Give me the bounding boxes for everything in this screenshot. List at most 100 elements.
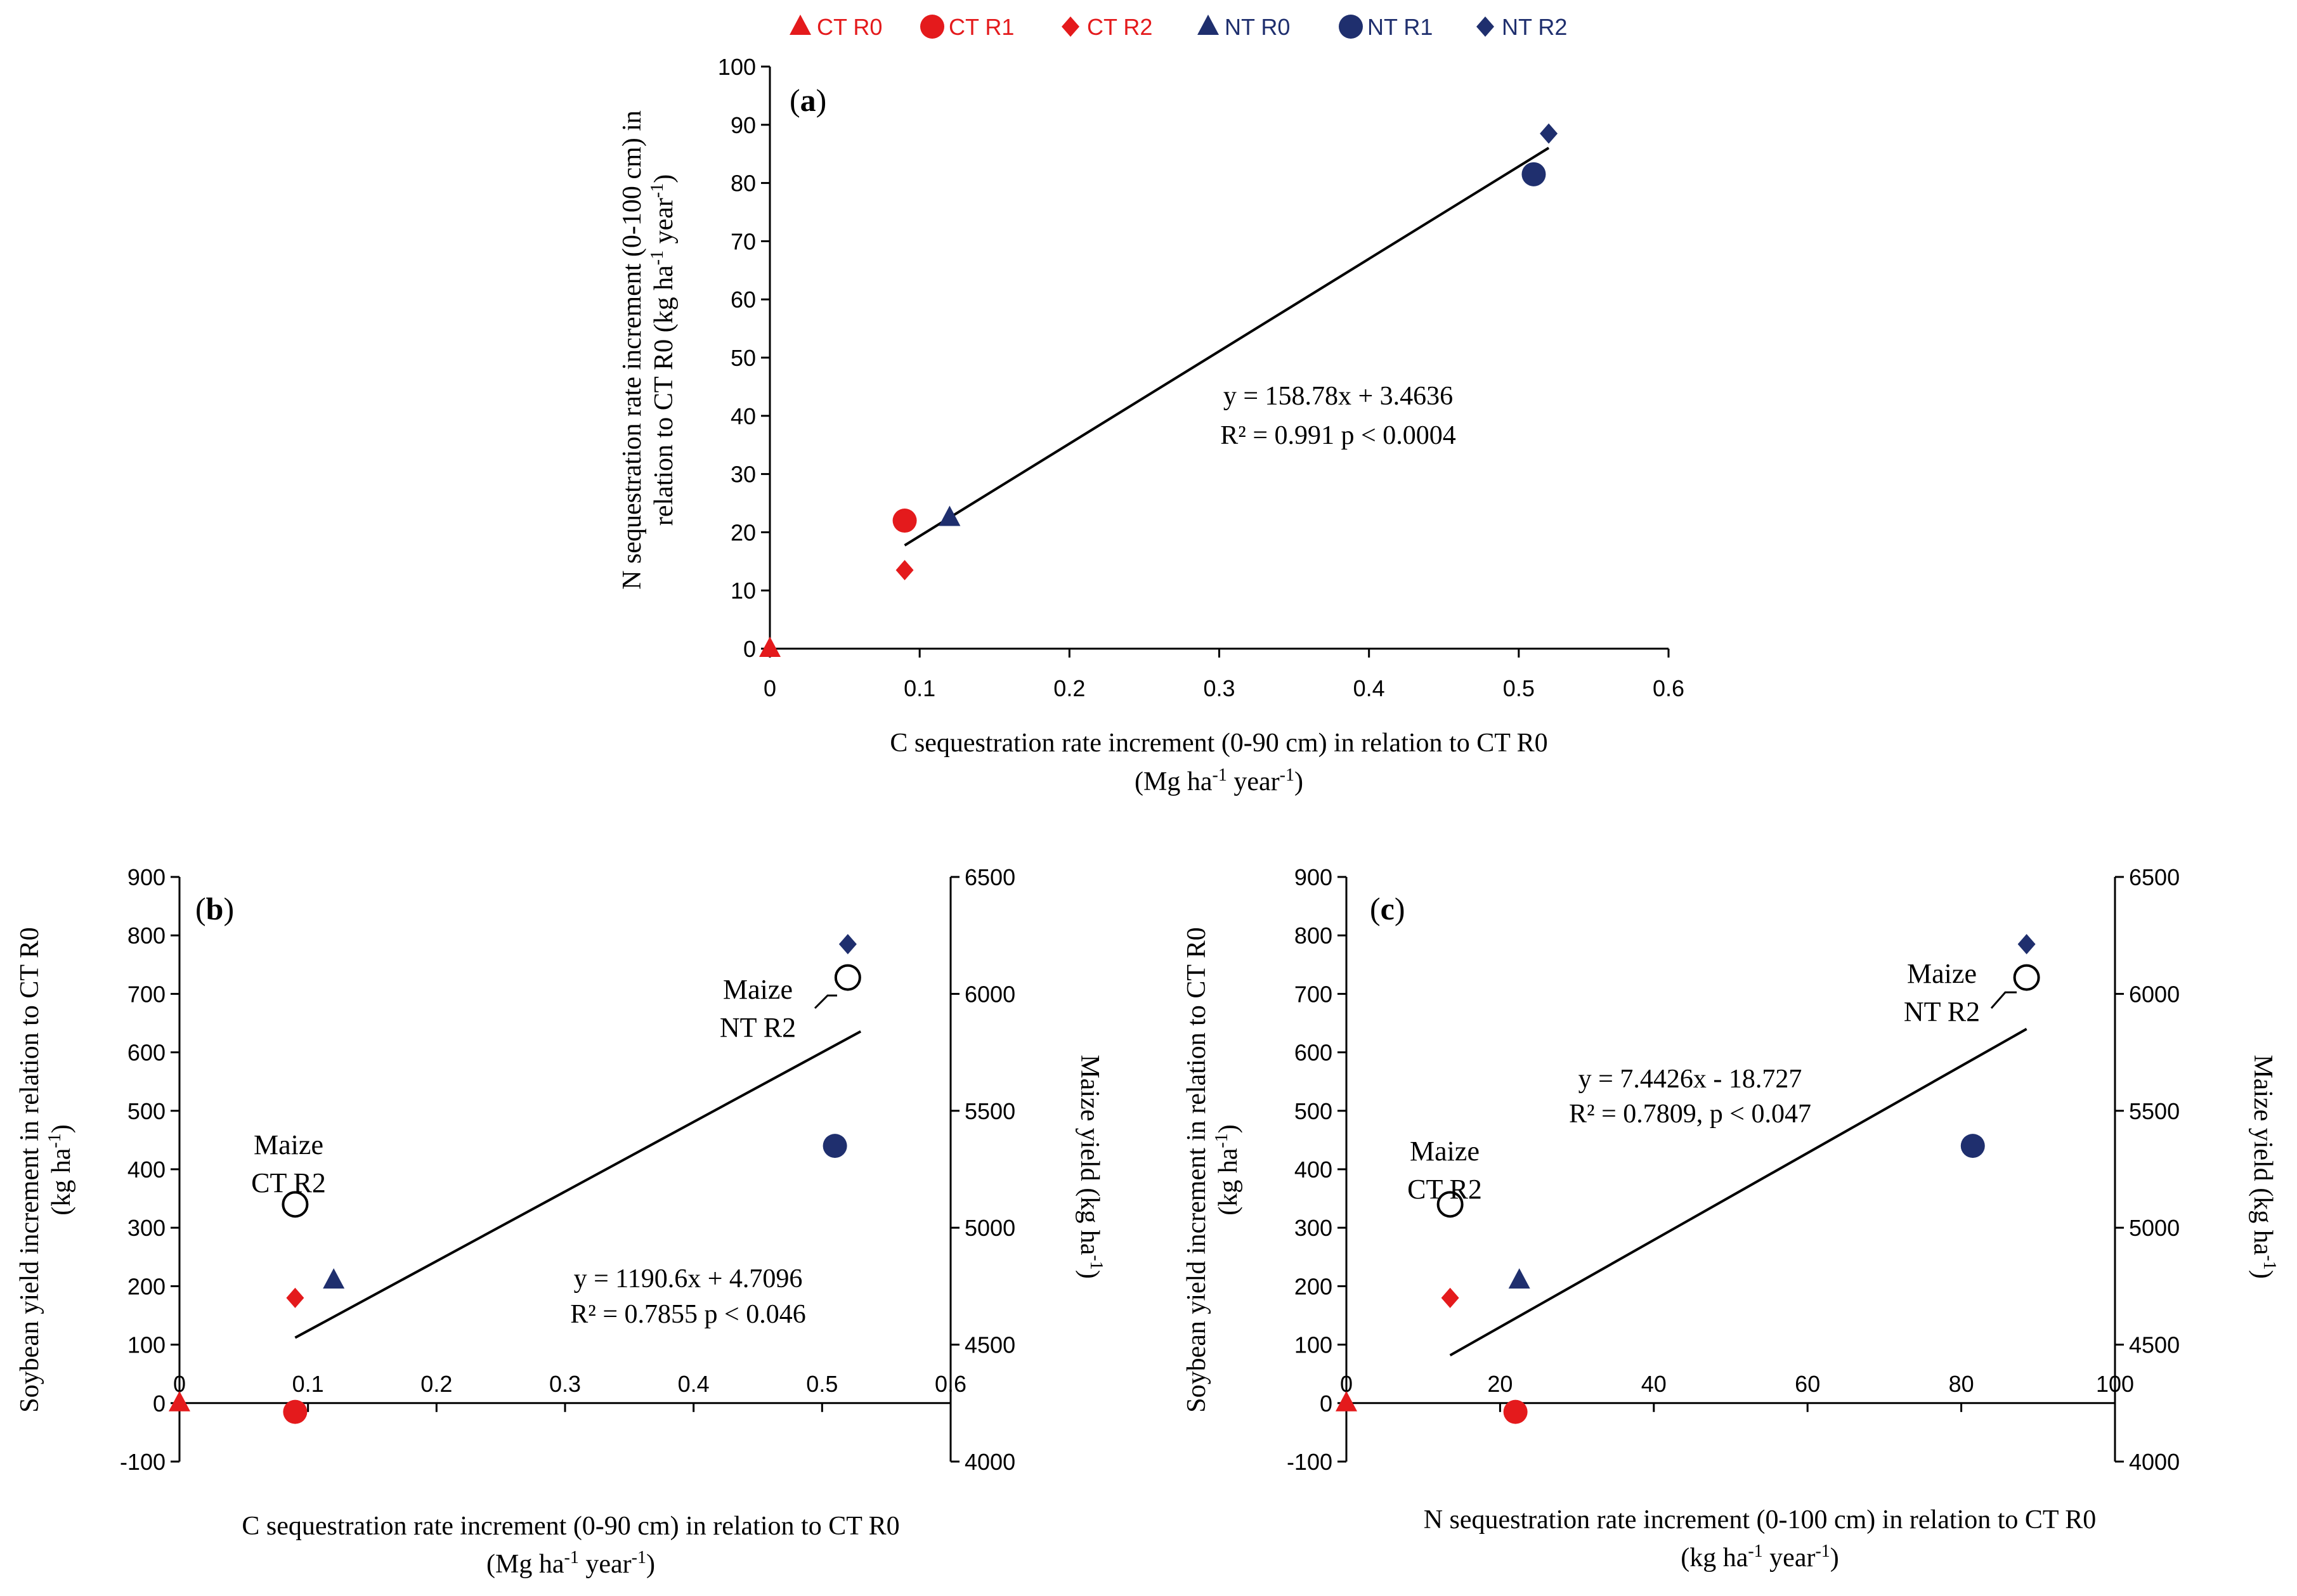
- y-axis-title: Soybean yield increment in relation to C…: [15, 927, 44, 1413]
- trend-equation: y = 158.78x + 3.4636: [1223, 382, 1453, 411]
- data-point-ct-r1: [283, 1399, 308, 1424]
- panel-label-letter: c: [1381, 891, 1395, 926]
- panel-label-open: (: [1370, 891, 1381, 926]
- trendline: [1449, 1028, 2027, 1357]
- x-units-sup2: -1: [632, 1548, 646, 1567]
- y-tick-label: -100: [120, 1449, 166, 1475]
- y2-tick-label: 5000: [2129, 1215, 2180, 1241]
- data-point-ct-r2: [286, 1287, 304, 1308]
- y-units-sup1: -1: [1212, 1133, 1232, 1148]
- x-axis-title-units: (Mg ha-1 year-1): [1135, 765, 1303, 797]
- y-tick-label: 600: [1294, 1040, 1332, 1066]
- y-axis-title-units: relation to CT R0 (kg ha-1 year-1): [647, 174, 679, 526]
- trendline: [294, 1030, 862, 1339]
- y2-title-pre: Maize yield (kg ha: [1075, 1054, 1104, 1255]
- trend-equation: y = 1190.6x + 4.7096: [574, 1264, 803, 1294]
- maize-label: Maize: [254, 1129, 323, 1160]
- maize-label: Maize: [1907, 958, 1977, 989]
- x-axis-title: N sequestration rate increment (0-100 cm…: [1424, 1505, 2097, 1534]
- y-tick-label: 400: [127, 1157, 166, 1183]
- y-tick-label: 100: [127, 1332, 166, 1358]
- legend-label-nt-r2: NT R2: [1502, 14, 1567, 40]
- legend-marker-nt-r2: [1476, 16, 1494, 37]
- x-tick-label: 0: [173, 1371, 186, 1397]
- y-tick-label: 40: [731, 403, 756, 429]
- y-tick-label: 100: [718, 54, 756, 80]
- data-point-ct-r1: [892, 509, 917, 533]
- y-axis-title: N sequestration rate increment (0-100 cm…: [618, 110, 647, 590]
- y2-title-post: ): [2248, 1270, 2277, 1279]
- x-units-mid: year: [579, 1550, 632, 1579]
- legend-marker-ct-r1: [920, 15, 944, 39]
- y-tick-label: -100: [1287, 1449, 1332, 1475]
- trendline: [904, 146, 1550, 547]
- y2-tick-label: 5000: [965, 1215, 1015, 1241]
- y2-tick-label: 6500: [965, 864, 1015, 890]
- maize-label: Maize: [723, 974, 793, 1005]
- x-tick-label: 40: [1641, 1371, 1667, 1397]
- trend-r2: R² = 0.7809, p < 0.047: [1569, 1100, 1811, 1129]
- maize-label: NT R2: [1904, 996, 1980, 1027]
- y-tick-label: 800: [127, 923, 166, 949]
- y-tick-label: 900: [127, 864, 166, 890]
- maize-point-nt-r2: [2013, 964, 2040, 991]
- legend-label-nt-r1: NT R1: [1367, 14, 1433, 40]
- panel-label-letter: b: [206, 891, 224, 926]
- x-units-post: ): [646, 1550, 655, 1579]
- data-point-nt-r2: [838, 934, 857, 955]
- y2-axis-title: Maize yield (kg ha-1): [2248, 1054, 2280, 1278]
- maize-leader-line: [1990, 991, 2017, 1009]
- y-tick-label: 300: [1294, 1215, 1332, 1241]
- trend-r2: R² = 0.991 p < 0.0004: [1220, 421, 1455, 450]
- y2-tick-label: 6000: [965, 981, 1015, 1007]
- x-tick-label: 0.5: [1503, 675, 1535, 701]
- panel-label-close: ): [223, 891, 234, 926]
- data-point-ct-r0: [759, 637, 781, 657]
- legend-marker-nt-r1: [1339, 15, 1363, 39]
- legend-label-ct-r1: CT R1: [949, 14, 1014, 40]
- y-units-pre: (kg ha: [1214, 1148, 1243, 1215]
- y-tick-label: 100: [1294, 1332, 1332, 1358]
- panel-label: (c): [1370, 891, 1405, 926]
- x-tick-label: 80: [1949, 1371, 1974, 1397]
- y-tick-label: 300: [127, 1215, 166, 1241]
- data-point-ct-r0: [1336, 1391, 1357, 1411]
- x-tick-label: 0.4: [1353, 675, 1385, 701]
- data-point-nt-r0: [939, 505, 961, 526]
- maize-label: CT R2: [251, 1167, 326, 1198]
- x-units-mid: year: [1227, 767, 1280, 796]
- x-tick-label: 0.3: [1203, 675, 1235, 701]
- trend-r2: R² = 0.7855 p < 0.046: [570, 1300, 805, 1329]
- y-axis-title-group: N sequestration rate increment (0-100 cm…: [618, 110, 679, 590]
- y-tick-label: 900: [1294, 864, 1332, 890]
- y-units-post: ): [1214, 1124, 1243, 1133]
- y-tick-label: 0: [743, 636, 756, 662]
- y2-axis-title-group: Maize yield (kg ha-1): [1075, 1054, 1107, 1278]
- y-tick-label: 500: [1294, 1098, 1332, 1124]
- y2-axis-title: Maize yield (kg ha-1): [1075, 1054, 1107, 1278]
- maize-label: Maize: [1410, 1136, 1480, 1167]
- y-units-post: ): [649, 174, 679, 183]
- y-tick-label: 50: [731, 345, 756, 371]
- y2-title-sup: -1: [2260, 1255, 2280, 1269]
- y-units-sup1: -1: [45, 1133, 65, 1148]
- y-units-pre: (kg ha: [47, 1148, 76, 1215]
- x-tick-label: 0.1: [292, 1371, 324, 1397]
- panel-label-open: (: [195, 891, 206, 926]
- y-tick-label: 0: [153, 1391, 166, 1417]
- x-units-pre: (Mg ha: [1135, 767, 1213, 796]
- legend-label-nt-r0: NT R0: [1225, 14, 1290, 40]
- y2-tick-label: 4500: [965, 1332, 1015, 1358]
- panel-label: (a): [790, 82, 826, 118]
- x-axis-title-units: (kg ha-1 year-1): [1681, 1541, 1839, 1573]
- legend-marker-ct-r2: [1062, 16, 1079, 37]
- y-units-post: ): [47, 1124, 76, 1133]
- x-tick-label: 0.5: [806, 1371, 838, 1397]
- x-units-sup2: -1: [1280, 765, 1294, 785]
- y-axis-title: Soybean yield increment in relation to C…: [1182, 927, 1211, 1413]
- data-point-ct-r2: [895, 560, 914, 581]
- data-point-nt-r0: [323, 1268, 345, 1289]
- data-point-nt-r1: [1960, 1134, 1985, 1158]
- maize-point-ct-r2: [282, 1191, 309, 1218]
